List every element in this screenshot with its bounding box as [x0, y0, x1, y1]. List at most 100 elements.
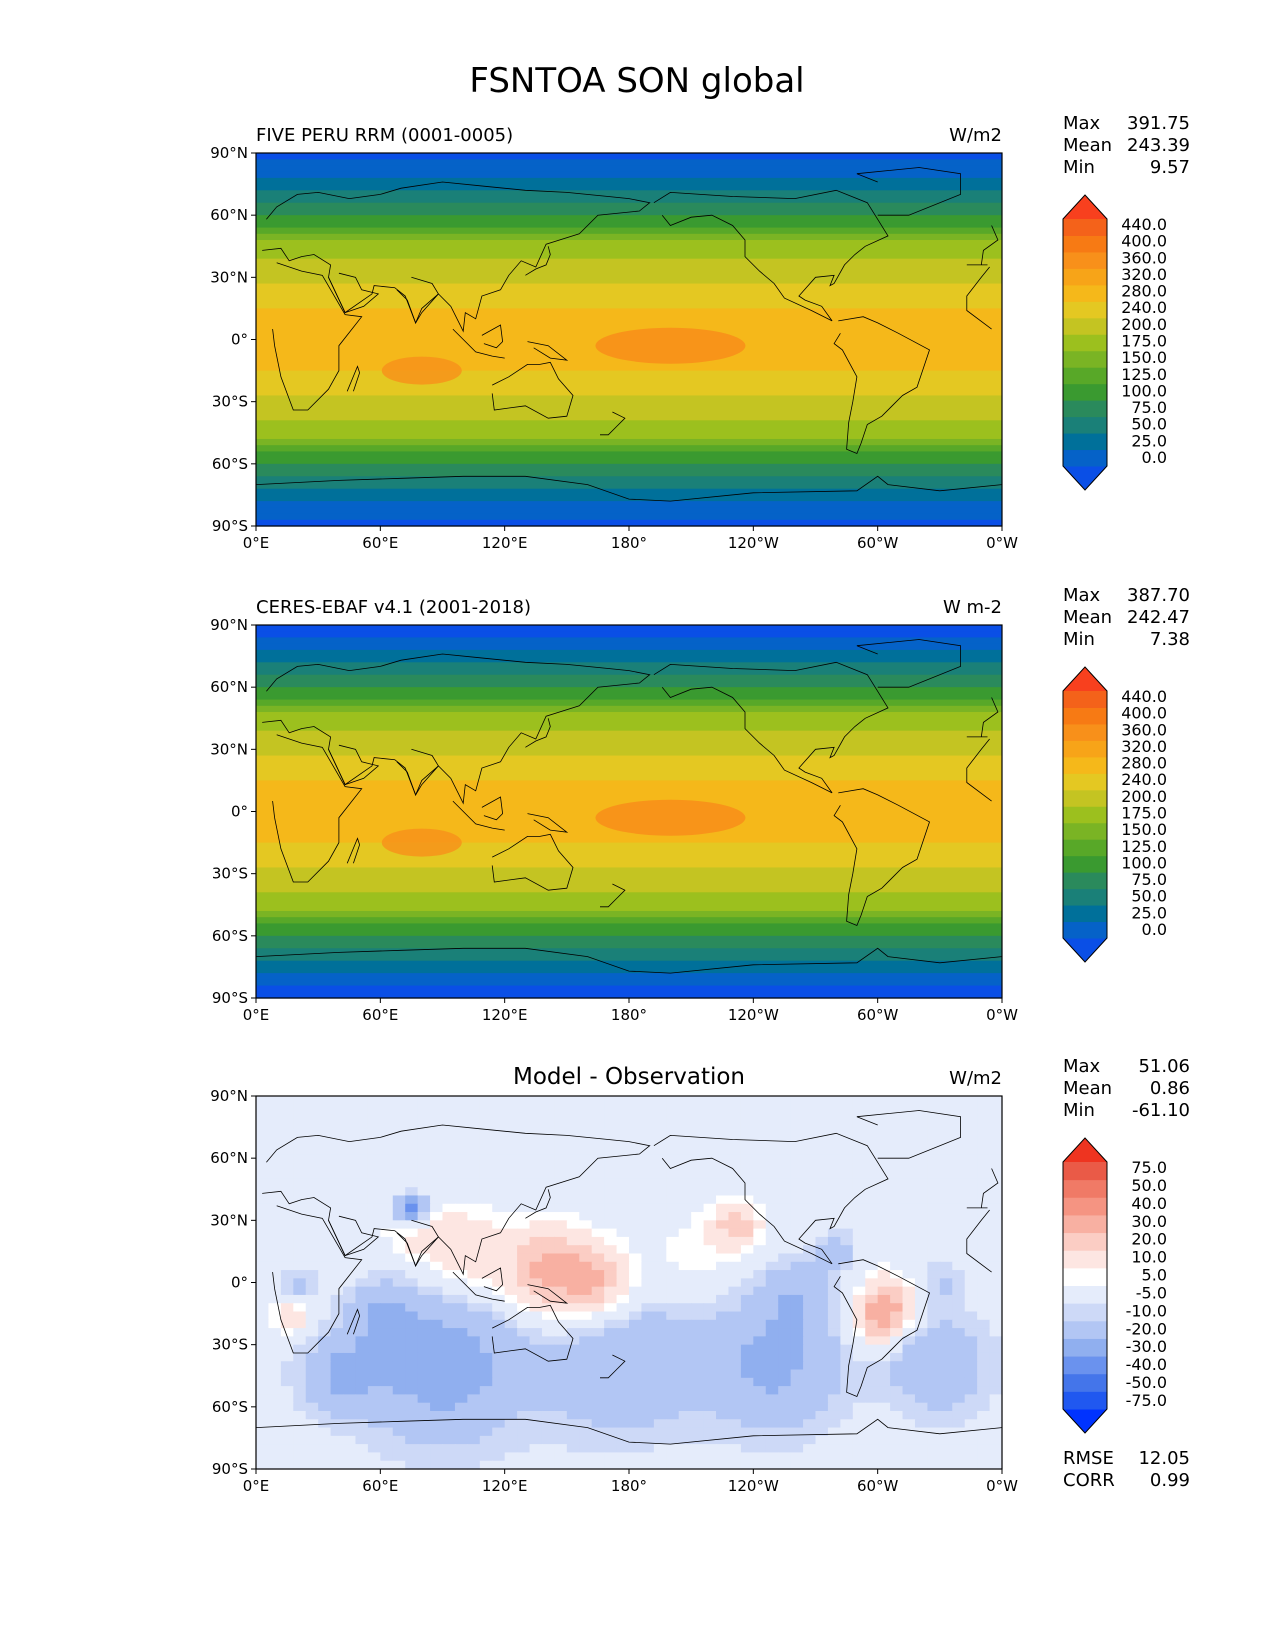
field-cell: [566, 1270, 580, 1279]
field-cell: [330, 1145, 344, 1155]
field-cell: [392, 1162, 406, 1172]
field-cell: [840, 1236, 854, 1246]
field-cell: [591, 1402, 605, 1412]
field-cell: [504, 1112, 518, 1122]
field-cell: [827, 1203, 841, 1213]
field-cell: [541, 1096, 555, 1105]
field-cell: [827, 1162, 841, 1172]
field-band: [256, 842, 1002, 850]
field-cell: [604, 1352, 618, 1362]
field-cell: [479, 1212, 493, 1221]
field-cell: [740, 1444, 754, 1454]
field-cell: [604, 1195, 618, 1205]
y-tick-label: 0°: [231, 803, 248, 821]
field-cell: [840, 1452, 854, 1462]
field-cell: [492, 1212, 506, 1221]
field-cell: [989, 1170, 1003, 1180]
field-cell: [367, 1178, 381, 1188]
field-cell: [355, 1369, 369, 1379]
field-cell: [790, 1377, 804, 1387]
field-cell: [827, 1261, 841, 1271]
field-cell: [430, 1336, 444, 1346]
panel-units: W m-2: [943, 597, 1002, 618]
field-band: [256, 482, 1002, 490]
field-cell: [380, 1460, 394, 1470]
field-cell: [554, 1361, 568, 1371]
field-cell: [778, 1319, 792, 1329]
field-cell: [877, 1452, 891, 1462]
field-cell: [541, 1377, 555, 1387]
field-cell: [641, 1096, 655, 1105]
coastline: [255, 1418, 1002, 1445]
field-cell: [479, 1096, 493, 1105]
field-cell: [256, 1261, 270, 1271]
field-cell: [305, 1112, 319, 1122]
field-cell: [380, 1104, 394, 1114]
field-cell: [964, 1137, 978, 1147]
field-cell: [865, 1303, 879, 1313]
field-cell: [454, 1253, 468, 1263]
field-cell: [492, 1336, 506, 1346]
coastline: [653, 661, 889, 794]
field-cell: [343, 1286, 357, 1296]
field-cell: [852, 1452, 866, 1462]
colorbar-label: 360.0: [1121, 720, 1167, 739]
field-cell: [952, 1270, 966, 1279]
field-cell: [977, 1236, 991, 1246]
field-cell: [753, 1104, 767, 1114]
colorbar-outline: [1062, 666, 1108, 963]
field-cell: [691, 1270, 705, 1279]
field-cell: [616, 1104, 630, 1114]
field-cell: [716, 1112, 730, 1122]
colorbar-segment: [1063, 839, 1107, 857]
field-cell: [716, 1369, 730, 1379]
coastline: [328, 1215, 380, 1257]
field-cell: [442, 1203, 456, 1213]
field-cell: [405, 1112, 419, 1122]
field-cell: [492, 1096, 506, 1105]
field-cell: [616, 1112, 630, 1122]
field-cell: [330, 1154, 344, 1163]
field-band: [256, 656, 1002, 663]
field-cell: [268, 1352, 282, 1362]
field-cell: [977, 1220, 991, 1230]
field-cell: [827, 1112, 841, 1122]
colorbar-label: -20.0: [1126, 1319, 1167, 1338]
field-cell: [529, 1361, 543, 1371]
field-cell: [716, 1253, 730, 1263]
field-cell: [629, 1096, 643, 1105]
field-cell: [790, 1162, 804, 1172]
field-cell: [728, 1336, 742, 1346]
field-cell: [840, 1096, 854, 1105]
field-cell: [865, 1261, 879, 1271]
field-cell: [977, 1352, 991, 1362]
field-cell: [765, 1303, 779, 1313]
field-cell: [803, 1096, 817, 1105]
field-cell: [989, 1203, 1003, 1213]
field-cell: [293, 1319, 307, 1329]
field-cell: [604, 1444, 618, 1454]
field-cell: [914, 1435, 928, 1445]
field-cell: [964, 1278, 978, 1288]
field-cell: [554, 1444, 568, 1454]
field-cell: [815, 1410, 829, 1420]
field-cell: [367, 1394, 381, 1404]
field-cell: [293, 1377, 307, 1387]
field-cell: [566, 1220, 580, 1230]
colorbar-outline: [1062, 1137, 1108, 1434]
field-cell: [591, 1311, 605, 1321]
field-cell: [517, 1278, 531, 1288]
field-cell: [666, 1402, 680, 1412]
field-cell: [740, 1154, 754, 1163]
field-cell: [740, 1328, 754, 1337]
field-cell: [890, 1270, 904, 1279]
field-cell: [840, 1410, 854, 1420]
field-cell: [790, 1261, 804, 1271]
field-cell: [678, 1319, 692, 1329]
field-band: [256, 395, 1002, 403]
field-cell: [964, 1352, 978, 1362]
field-cell: [641, 1112, 655, 1122]
field-cell: [740, 1460, 754, 1470]
field-cell: [703, 1361, 717, 1371]
field-band: [256, 712, 1002, 719]
